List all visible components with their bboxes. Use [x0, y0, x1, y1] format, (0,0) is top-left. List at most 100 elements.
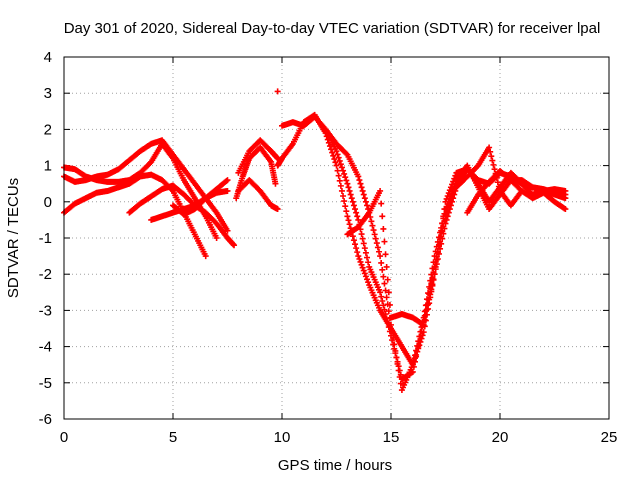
data-point-track-m — [444, 213, 451, 220]
data-point-track-m — [434, 255, 441, 262]
data-point-track-m — [379, 213, 386, 220]
data-point-track-l — [365, 259, 372, 266]
data-point-track-k — [371, 231, 378, 238]
y-tick-label: -6 — [39, 411, 52, 428]
data-point-track-l — [416, 338, 423, 345]
data-point-track-l — [396, 367, 403, 374]
data-point-track-l — [415, 343, 422, 350]
data-point-track-m — [446, 206, 453, 213]
data-point-track-m — [383, 263, 390, 270]
data-point-track-j — [342, 203, 349, 210]
data-point-track-j — [359, 264, 366, 271]
data-point-track-l — [384, 319, 391, 326]
data-point-track-m — [440, 230, 447, 237]
data-point-track-j — [355, 253, 362, 260]
data-point-track-e — [223, 177, 230, 184]
data-point-track-m — [430, 276, 437, 283]
data-point-track-b — [202, 253, 209, 260]
data-point-track-m — [491, 166, 498, 173]
data-point-track-m — [378, 200, 385, 207]
data-point-track-m — [435, 250, 442, 257]
data-point-track-d — [231, 242, 238, 249]
data-point-track-l — [359, 235, 366, 242]
data-point-track-k — [382, 287, 389, 294]
data-point-track-m — [494, 179, 501, 186]
data-point-track-m — [426, 296, 433, 303]
data-point-track-l — [352, 206, 359, 213]
data-point-track-l — [344, 180, 351, 187]
data-point-track-l — [381, 306, 388, 313]
data-point-track-k — [343, 150, 350, 157]
y-tick-label: 3 — [44, 85, 52, 102]
data-point-track-l — [334, 151, 341, 158]
data-point-track-m — [490, 161, 497, 168]
data-point-track-m — [450, 195, 457, 202]
data-point-track-j — [332, 159, 339, 166]
chart-title: Day 301 of 2020, Sidereal Day-to-day VTE… — [64, 20, 601, 37]
x-tick-label: 5 — [169, 429, 177, 446]
data-point-track-l — [409, 368, 416, 375]
data-point-track-m — [425, 301, 432, 308]
data-point-track-l — [350, 202, 357, 209]
y-tick-label: -3 — [39, 302, 52, 319]
data-point-track-k — [374, 244, 381, 251]
data-point-track-k — [361, 195, 368, 202]
x-axis-label: GPS time / hours — [278, 457, 392, 474]
data-point-track-l — [391, 345, 398, 352]
data-point-track-j — [335, 172, 342, 179]
data-point-track-h — [272, 180, 279, 187]
y-axis-label: SDTVAR / TECUs — [5, 178, 22, 298]
data-point-track-j — [338, 187, 345, 194]
data-point-track-j — [330, 152, 337, 159]
data-point-track-j — [362, 273, 369, 280]
data-point-track-j — [364, 276, 371, 283]
axis-ticks: 0 5 10 15 20 25 -6 -5 -4 -3 -2 -1 0 1 2 3 4 — [39, 49, 618, 446]
data-point-track-l — [348, 195, 355, 202]
data-point-track-j — [337, 182, 344, 189]
data-point-track-l — [333, 148, 340, 155]
data-point-track-j — [340, 193, 347, 200]
data-point-track-j — [336, 177, 343, 184]
grid-lines — [64, 57, 609, 419]
data-point-track-l — [397, 371, 404, 378]
data-point-track-l — [342, 174, 349, 181]
data-point-outlier — [274, 88, 281, 95]
data-point-track-m — [384, 276, 391, 283]
data-point-track-l — [343, 177, 350, 184]
data-point-track-j — [356, 255, 363, 262]
data-point-track-k — [377, 253, 384, 260]
data-point-track-m — [438, 240, 445, 247]
data-point-track-k — [362, 198, 369, 205]
data-point-track-j — [353, 245, 360, 252]
data-point-track-m — [433, 261, 440, 268]
data-point-track-l — [355, 216, 362, 223]
data-point-track-l — [353, 209, 360, 216]
data-point-track-j — [349, 233, 356, 240]
data-point-track-k — [373, 240, 380, 247]
data-point-track-k — [379, 266, 386, 273]
data-point-track-l — [388, 332, 394, 339]
data-point-track-l — [362, 249, 369, 256]
data-point-track-l — [395, 363, 402, 370]
data-point-track-m — [487, 148, 494, 155]
data-point-track-m — [449, 198, 456, 205]
x-tick-label: 25 — [601, 429, 618, 446]
data-point-track-k — [359, 187, 366, 194]
data-point-track-j — [352, 241, 359, 248]
data-point-track-m — [441, 225, 448, 232]
data-point-track-l — [414, 348, 421, 355]
data-point-track-l — [360, 240, 367, 247]
data-point-track-k — [381, 280, 388, 287]
data-point-track-l — [347, 191, 354, 198]
data-point-track-m — [423, 306, 430, 313]
data-point-track-j — [350, 237, 357, 244]
data-point-track-l — [386, 328, 393, 335]
data-point-track-m — [381, 238, 388, 245]
data-point-track-j — [341, 198, 348, 205]
y-tick-label: -2 — [39, 266, 52, 283]
data-point-track-c — [213, 235, 220, 241]
data-point-track-m — [452, 187, 459, 194]
data-point-track-l — [382, 311, 389, 318]
data-point-track-k — [360, 191, 367, 198]
data-point-track-l — [385, 324, 392, 331]
